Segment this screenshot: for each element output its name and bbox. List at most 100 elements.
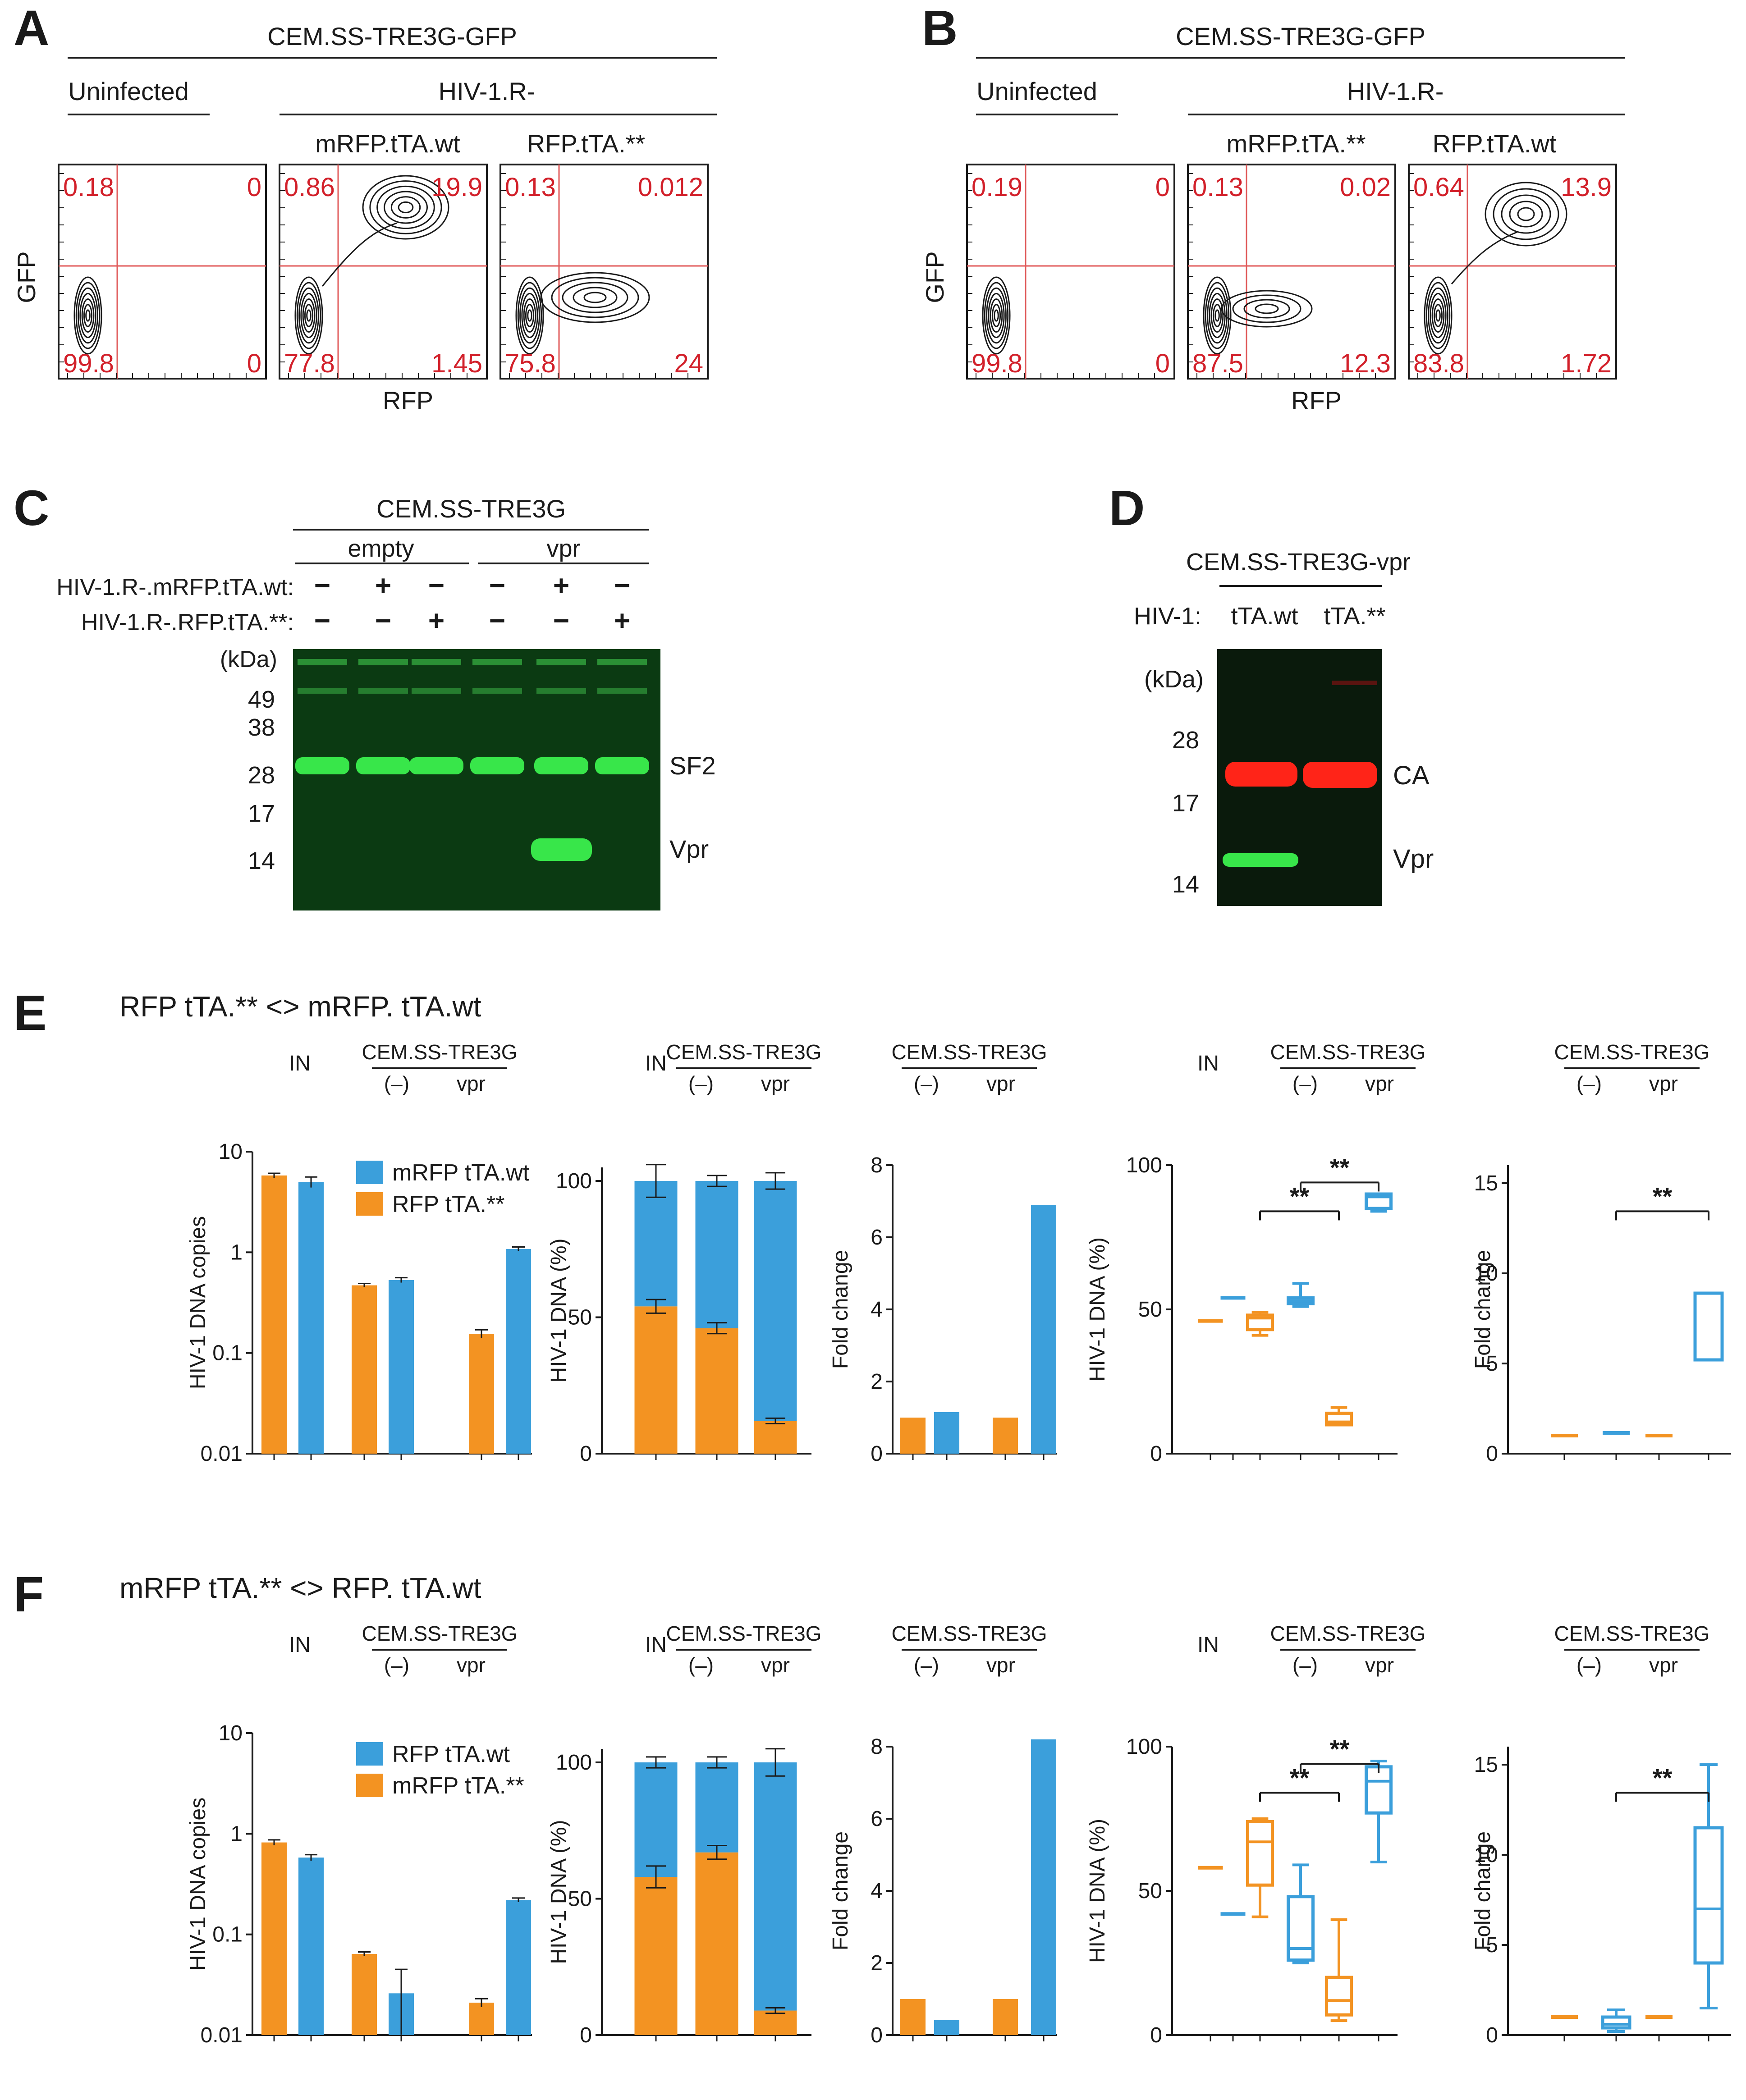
- contour-population: [1255, 303, 1279, 314]
- group-label: empty: [348, 535, 414, 562]
- y-tick-label: 10: [1474, 1843, 1498, 1867]
- lane-sign: −: [553, 605, 569, 636]
- y-axis-title: HIV-1 DNA (%): [1086, 1819, 1109, 1963]
- group-vpr: vpr: [986, 1653, 1015, 1677]
- chart-stacked-pct: 100 50 0 HIV-1 DNA (%): [547, 1748, 811, 2047]
- flow-plot: 0.13 0.02 87.5 12.3: [1187, 164, 1396, 380]
- axis-label-rfp: RFP: [383, 386, 433, 415]
- quadrant-value: 99.8: [63, 349, 114, 378]
- mw-marker: 14: [1172, 871, 1199, 898]
- contour-population: [73, 276, 102, 355]
- contour-population: [523, 298, 536, 333]
- contour-population: [362, 175, 449, 240]
- quadrant-value: 13.9: [1561, 173, 1612, 202]
- uninfected-label: Uninfected: [68, 77, 189, 105]
- legend-swatch-orange: [356, 1192, 383, 1216]
- bar-blue: [506, 1900, 531, 2035]
- contour-population: [85, 309, 91, 322]
- blot-faint-band: [597, 688, 647, 694]
- contour-population: [1424, 276, 1453, 355]
- lane-sign: +: [428, 605, 445, 636]
- blot-faint-band: [1332, 681, 1377, 685]
- blot-faint-band: [536, 659, 586, 665]
- y-tick-label: 10: [219, 1140, 243, 1164]
- y-tick-label: 0.01: [201, 1442, 243, 1466]
- y-tick-label: 15: [1474, 1753, 1498, 1777]
- contour-population: [988, 293, 1005, 339]
- y-tick-label: 10: [219, 1721, 243, 1745]
- contour-population: [521, 293, 538, 339]
- lane-sign: −: [428, 570, 445, 601]
- box-blue: [1693, 1291, 1724, 1362]
- quadrant-value: 12.3: [1340, 349, 1391, 378]
- in-label: IN: [1197, 1052, 1219, 1075]
- quadrant-value: 0.02: [1340, 173, 1391, 202]
- contour-population: [515, 276, 544, 355]
- quadrant-value: 0.13: [1192, 173, 1243, 202]
- y-tick-label: 50: [568, 1887, 592, 1911]
- quadrant-value: 19.9: [431, 173, 482, 202]
- y-tick-label: 0.1: [212, 1923, 243, 1947]
- y-tick-label: 8: [871, 1735, 883, 1759]
- y-axis-title: HIV-1 DNA (%): [1086, 1237, 1109, 1382]
- mw-marker: 28: [1172, 727, 1199, 754]
- bar-orange: [695, 1328, 738, 1454]
- hiv-label: HIV-1:: [1134, 603, 1201, 630]
- y-axis-title: Fold change: [1471, 1831, 1495, 1950]
- lane-sign: −: [489, 570, 505, 601]
- group-vpr: vpr: [1365, 1072, 1394, 1095]
- lane-sign: −: [489, 605, 505, 636]
- significance-stars: **: [1290, 1763, 1310, 1792]
- contour-population: [369, 180, 442, 234]
- in-label: IN: [645, 1052, 667, 1075]
- chart-stacked-pct: 100 50 0 HIV-1 DNA (%): [547, 1164, 811, 1466]
- quadrant-value: 0: [247, 349, 261, 378]
- lane-sign: −: [614, 570, 630, 601]
- panel-c: C CEM.SS-TRE3G empty vpr HIV-1.R-.mRFP.tTA.w…: [14, 480, 716, 910]
- band-label-vpr: Vpr: [669, 835, 709, 863]
- blot-band-sf2: [470, 757, 524, 774]
- contour-population: [1451, 231, 1517, 284]
- bar-blue: [506, 1249, 531, 1454]
- y-tick-label: 50: [1138, 1298, 1162, 1322]
- bar-orange: [754, 1421, 797, 1454]
- quadrant-value: 0.13: [505, 173, 556, 202]
- group-vpr: vpr: [986, 1072, 1015, 1095]
- kda-label: (kDa): [220, 646, 277, 673]
- contour-population: [1493, 188, 1559, 240]
- panel-letter: F: [14, 1567, 44, 1622]
- bar-blue: [1031, 1739, 1056, 2035]
- bar-blue: [634, 1762, 678, 1877]
- contour-population: [302, 298, 316, 333]
- panel-b: B CEM.SS-TRE3G-GFP Uninfected HIV-1.R-mRFP.…: [921, 0, 1625, 415]
- group-neg: (–): [1576, 1653, 1602, 1677]
- lane-sign: +: [375, 570, 391, 601]
- box-blue: [1693, 1826, 1724, 1965]
- virus-variant-label: mRFP.tTA.**: [1226, 129, 1366, 158]
- panel-title: mRFP tTA.** <> RFP. tTA.wt: [119, 1572, 481, 1604]
- infection-row-label: HIV-1.R-.mRFP.tTA.wt:: [56, 574, 294, 600]
- flow-plot: 0.13 0.012 75.8 24: [500, 164, 709, 380]
- significance-stars: **: [1653, 1182, 1673, 1210]
- mw-marker: 49: [248, 686, 275, 713]
- bar-orange: [634, 1306, 678, 1454]
- cell-line-label: CEM.SS-TRE3G: [1554, 1040, 1709, 1064]
- legend-label: RFP tTA.**: [392, 1191, 504, 1217]
- lane-sign: −: [314, 570, 330, 601]
- blot-band-vpr: [531, 838, 592, 861]
- contour-population: [1425, 282, 1451, 349]
- y-tick-label: 6: [871, 1807, 883, 1831]
- y-tick-label: 4: [871, 1298, 883, 1322]
- axis-label-gfp: GFP: [921, 251, 949, 303]
- y-tick-label: 100: [1126, 1153, 1162, 1177]
- flow-plot: 0.64 13.9 83.8 1.72: [1408, 164, 1617, 380]
- blot-band-sf2: [356, 757, 410, 774]
- group-neg: (–): [914, 1653, 939, 1677]
- mw-marker: 14: [248, 847, 275, 874]
- bar-blue: [298, 1858, 324, 2035]
- legend-swatch-blue: [356, 1742, 383, 1766]
- box-blue: [1365, 1765, 1393, 1815]
- lane-sign: +: [553, 570, 569, 601]
- virus-label: HIV-1.R-: [1347, 77, 1444, 105]
